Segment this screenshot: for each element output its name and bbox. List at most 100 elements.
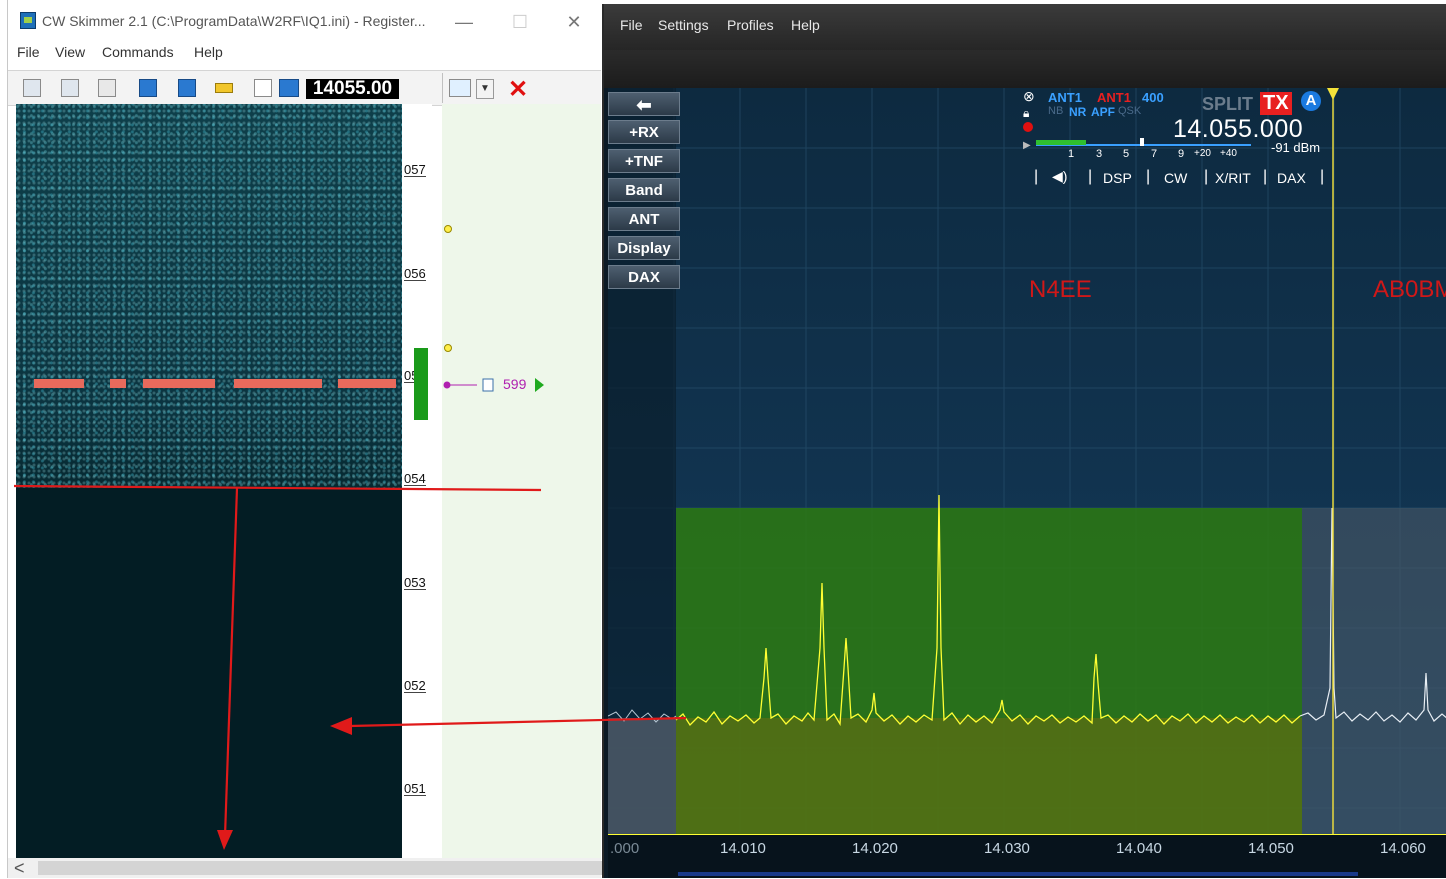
band-button[interactable]: Band (608, 178, 680, 202)
scale-label: 053 (404, 575, 426, 590)
waterfall-icon[interactable] (139, 79, 157, 97)
s-meter-peak (1140, 138, 1144, 146)
signal-level: -91 dBm (1271, 140, 1321, 155)
tab-separator: | (1088, 168, 1093, 185)
maximize-button[interactable]: ☐ (511, 12, 529, 32)
split-button[interactable]: SPLIT (1202, 94, 1254, 114)
speaker-icon[interactable] (98, 79, 116, 97)
spot-marker[interactable] (442, 374, 552, 396)
spot-n4ee[interactable]: N4EE (1029, 276, 1092, 303)
receiver-icon[interactable] (61, 79, 79, 97)
minimize-button[interactable]: — (455, 12, 473, 32)
axis-label: 14.040 (1116, 840, 1162, 857)
rx-antenna[interactable]: ANT1 (1048, 90, 1082, 105)
volume-icon[interactable]: ◀︎) (1052, 168, 1068, 184)
clear-x-icon[interactable]: ✕ (508, 76, 529, 103)
slice-frequency[interactable]: 14.055.000 (1173, 115, 1304, 143)
rx-passband-marker[interactable] (414, 348, 428, 420)
skimmer-menu-bar: File View Commands Help (8, 40, 601, 66)
tab-dsp[interactable]: DSP (1103, 170, 1132, 186)
sync-freq-icon[interactable] (279, 79, 299, 97)
waterfall-noise (16, 104, 402, 488)
ant-button[interactable]: ANT (608, 207, 680, 231)
skimmer-app-icon (20, 12, 36, 29)
axis-label: 14.060 (1380, 840, 1426, 857)
lock-icon[interactable]: 🔒︎ (1023, 106, 1030, 120)
panadapter[interactable]: ⬅ +RX +TNF Band ANT Display DAX ⊗ 🔒︎ ANT… (608, 88, 1446, 878)
signal-dot[interactable] (444, 225, 452, 233)
dropdown-arrow-icon[interactable]: ▼ (476, 79, 494, 99)
collapse-arrow-icon[interactable]: ⬅ (608, 92, 680, 116)
tab-dax[interactable]: DAX (1277, 170, 1306, 186)
axis-line (608, 834, 1446, 835)
s-meter-label: 7 (1151, 148, 1158, 160)
s-meter-bar (1036, 140, 1086, 145)
scale-label: 051 (404, 781, 426, 796)
skimmer-title-bar[interactable]: CW Skimmer 2.1 (C:\ProgramData\W2RF\IQ1.… (8, 0, 601, 40)
tx-button[interactable]: TX (1260, 92, 1292, 115)
spot-ab0bm[interactable]: AB0BM (1373, 276, 1446, 303)
record-icon[interactable] (1023, 122, 1033, 132)
scale-label: 057 (404, 162, 426, 177)
apf-flag[interactable]: APF (1091, 105, 1115, 119)
sdr-menu-profiles[interactable]: Profiles (727, 17, 774, 33)
spot-report-599[interactable]: 599 (503, 376, 527, 392)
sdr-menu-settings[interactable]: Settings (658, 17, 709, 33)
menu-view[interactable]: View (55, 44, 86, 60)
sdr-menu-bar: File Settings Profiles Help (604, 4, 1446, 50)
tab-separator: | (1204, 168, 1209, 185)
sdr-toolbar-strip (604, 50, 1446, 88)
notes-icon[interactable] (254, 79, 272, 97)
tab-separator: | (1034, 168, 1039, 185)
s-meter-label: +20 (1194, 148, 1211, 159)
decode-panel[interactable] (442, 104, 601, 858)
skimmer-toolbar: 14055.00 ▼ ✕ (8, 70, 601, 106)
tab-xrit[interactable]: X/RIT (1215, 170, 1251, 186)
skimmer-waterfall[interactable] (16, 104, 402, 858)
nb-flag[interactable]: NB (1048, 105, 1064, 117)
smartsdr-window: File Settings Profiles Help (602, 4, 1446, 878)
add-rx-button[interactable]: +RX (608, 120, 680, 144)
axis-label: 14.050 (1248, 840, 1294, 857)
signal-dot[interactable] (444, 344, 452, 352)
nr-flag[interactable]: NR (1069, 105, 1087, 119)
display-button[interactable]: Display (608, 236, 680, 260)
s-meter-label: 5 (1123, 148, 1130, 160)
toolbar-separator (442, 73, 443, 103)
save-icon[interactable] (178, 79, 196, 97)
dax-button[interactable]: DAX (608, 265, 680, 289)
s-meter-label: 3 (1096, 148, 1103, 160)
slice-letter[interactable]: A (1301, 91, 1321, 111)
frequency-axis[interactable]: .000 14.010 14.020 14.030 14.040 14.050 … (608, 834, 1446, 878)
add-tnf-button[interactable]: +TNF (608, 149, 680, 173)
slice-tabs: | ◀︎) | DSP | CW | X/RIT | DAX | (1034, 168, 1334, 190)
s-meter-label: +40 (1220, 148, 1237, 159)
axis-label: 14.030 (984, 840, 1030, 857)
tab-cw[interactable]: CW (1164, 170, 1188, 186)
qsk-flag[interactable]: QSK (1118, 105, 1142, 117)
horizontal-scrollbar[interactable]: < (8, 858, 798, 878)
slice-flag[interactable]: ⊗ 🔒︎ ANT1 ANT1 400 NB NR APF QSK SPLIT T… (1023, 88, 1348, 192)
s-meter-label: 9 (1178, 148, 1185, 160)
spots-icon[interactable] (449, 79, 471, 97)
sdr-menu-help[interactable]: Help (791, 17, 820, 33)
frequency-scale: 057 056 055 054 053 052 051 (402, 104, 432, 858)
radio-icon[interactable] (23, 79, 41, 97)
sdr-menu-file[interactable]: File (620, 17, 643, 33)
tab-separator: | (1263, 168, 1268, 185)
tx-antenna[interactable]: ANT1 (1097, 90, 1131, 105)
frequency-display[interactable]: 14055.00 (306, 79, 399, 99)
skimmer-window-title: CW Skimmer 2.1 (C:\ProgramData\W2RF\IQ1.… (42, 13, 426, 29)
close-slice-icon[interactable]: ⊗ (1023, 88, 1035, 104)
ruler-icon[interactable] (215, 83, 233, 93)
close-window-button[interactable]: ✕ (566, 12, 582, 32)
scroll-left-icon[interactable]: < (14, 858, 25, 878)
axis-label: 14.010 (720, 840, 766, 857)
s-meter-play-icon: ▶ (1023, 140, 1031, 151)
scale-label: 056 (404, 266, 426, 281)
menu-commands[interactable]: Commands (102, 44, 174, 60)
filter-width[interactable]: 400 (1142, 90, 1164, 105)
menu-file[interactable]: File (17, 44, 40, 60)
menu-help[interactable]: Help (194, 44, 223, 60)
scale-label: 052 (404, 678, 426, 693)
